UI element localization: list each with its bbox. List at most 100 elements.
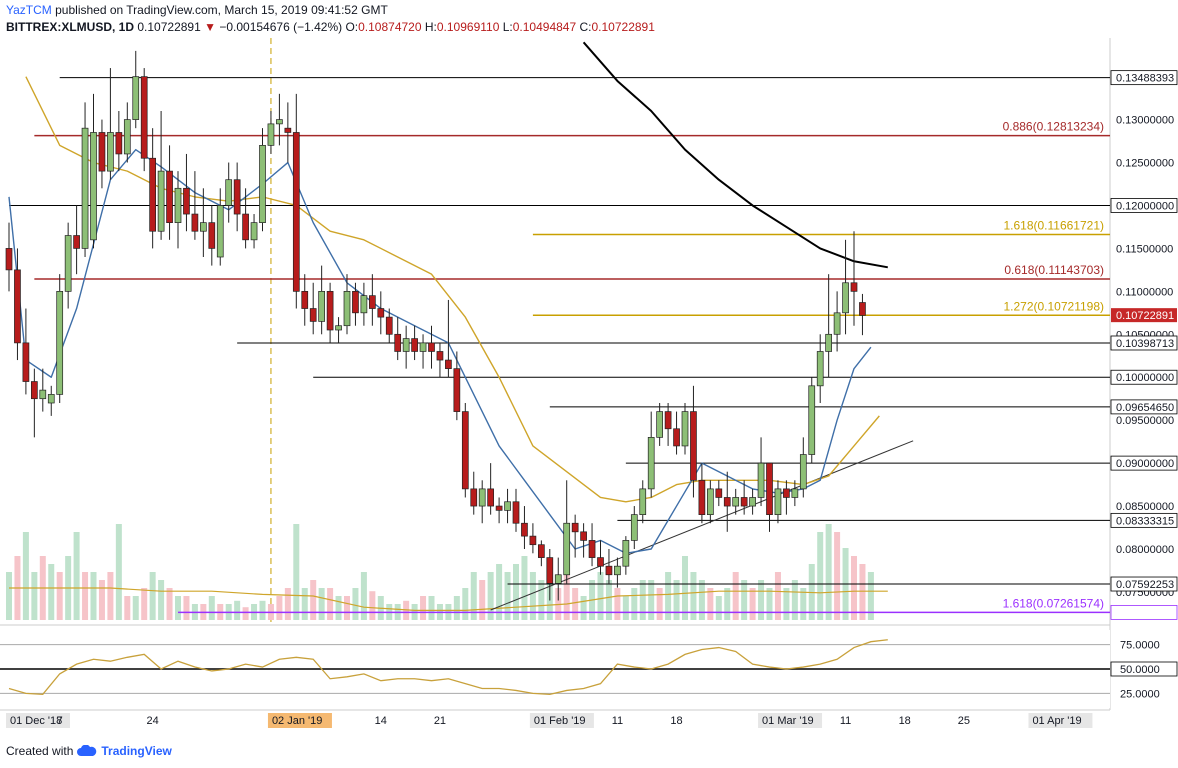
- candle-body: [301, 291, 309, 309]
- volume-bar: [572, 588, 579, 620]
- candle-body: [22, 342, 30, 382]
- candle-body: [461, 411, 469, 490]
- price-tick-label: 0.08000000: [1116, 544, 1174, 556]
- time-axis-label: 25: [958, 715, 970, 727]
- volume-bar: [597, 572, 604, 620]
- volume-bar: [90, 572, 97, 620]
- rsi-level-box: [1110, 661, 1178, 677]
- candle-body: [81, 127, 89, 249]
- candle-body: [825, 333, 833, 352]
- candle-body: [799, 454, 807, 490]
- candle-body: [191, 213, 199, 232]
- tradingview-brand[interactable]: TradingView: [101, 744, 172, 758]
- candle-body: [842, 282, 849, 314]
- volume-bar: [31, 572, 38, 620]
- time-axis-label: 01 Apr '19: [1032, 715, 1081, 727]
- candle-body: [470, 488, 478, 507]
- volume-bar: [851, 556, 857, 620]
- candle-body: [360, 295, 368, 314]
- volume-bar: [327, 588, 334, 620]
- level-price-label: 0.09000000: [1116, 458, 1174, 470]
- last-price: 0.10722891: [137, 20, 201, 34]
- candle-body: [242, 213, 249, 241]
- candle-body: [335, 325, 342, 331]
- volume-bar: [141, 588, 148, 620]
- volume-bar: [470, 572, 477, 620]
- volume-bar: [513, 564, 519, 620]
- fib-level-label: 0.618(0.11143703): [1004, 263, 1104, 277]
- candle-body: [546, 557, 554, 584]
- candle-body: [588, 540, 596, 558]
- level-price-label: 0.10000000: [1116, 372, 1174, 384]
- volume-bar: [420, 596, 427, 620]
- time-axis-label: 01 Mar '19: [762, 715, 814, 727]
- volume-bar: [487, 572, 494, 620]
- candle-body: [816, 351, 824, 387]
- down-arrow-icon: ▼: [204, 20, 216, 34]
- candle-body: [318, 291, 325, 322]
- time-label-box: [1028, 713, 1093, 728]
- volume-bar: [479, 580, 486, 620]
- candle-body: [512, 501, 520, 524]
- level-price-box: [1110, 70, 1178, 86]
- ema-blue-line: [8, 148, 872, 554]
- candle-body: [580, 531, 587, 541]
- candle-body: [757, 462, 765, 498]
- published-text: published on TradingView.com, March 15, …: [55, 3, 388, 17]
- tradingview-logo-icon: [77, 745, 97, 756]
- candle-body: [149, 157, 156, 232]
- volume-bar: [538, 580, 545, 620]
- level-price-label: 0.12000000: [1116, 200, 1174, 212]
- candle-body: [31, 381, 38, 400]
- volume-bar: [56, 572, 63, 620]
- volume-bar: [682, 556, 688, 620]
- time-axis-label: 01 Dec '18: [10, 715, 62, 727]
- candle-body: [487, 488, 494, 507]
- candle-body: [259, 145, 266, 223]
- candle-body: [369, 295, 376, 309]
- candle-body: [808, 385, 816, 455]
- volume-bar: [614, 588, 621, 620]
- volume-bar: [82, 572, 89, 620]
- volume-bar: [715, 596, 722, 620]
- candle-body: [529, 535, 537, 546]
- candle-body: [225, 179, 233, 206]
- volume-bar: [149, 572, 156, 620]
- price-tick-label: 0.11500000: [1116, 243, 1173, 255]
- time-label-box: [758, 713, 823, 728]
- candle-body: [132, 76, 140, 120]
- candle-body: [284, 127, 292, 133]
- candle-body: [766, 462, 773, 515]
- rsi-line: [8, 639, 888, 696]
- candle-body: [343, 291, 351, 327]
- candle-body: [233, 179, 241, 215]
- time-axis-label: 02 Jan '19: [272, 715, 322, 727]
- volume-bar: [648, 580, 655, 620]
- fib-level-label: 0.886(0.12813234): [1003, 120, 1104, 134]
- volume-bar: [284, 588, 291, 620]
- volume-bar: [352, 588, 359, 620]
- close-value: 0.10722891: [591, 20, 655, 34]
- candle-body: [715, 488, 723, 498]
- volume-bar: [504, 572, 511, 620]
- candle-body: [504, 501, 511, 511]
- time-axis-label: 11: [840, 715, 851, 727]
- candle-body: [833, 312, 841, 335]
- candle-body: [571, 522, 579, 533]
- rsi-level-label: 50.0000: [1120, 664, 1160, 676]
- time-axis-label: 14: [375, 715, 387, 727]
- volume-bar: [107, 572, 114, 620]
- fib-price-box: [1110, 605, 1178, 620]
- candle-body: [385, 316, 393, 335]
- volume-bar: [825, 524, 832, 620]
- volume-bar: [293, 524, 300, 620]
- time-label-box: [6, 713, 70, 728]
- price-tick-label: 0.13000000: [1116, 115, 1174, 127]
- candle-body: [850, 282, 858, 292]
- author-link[interactable]: YazTCM: [6, 3, 52, 17]
- volume-bar: [834, 532, 841, 620]
- volume-bar: [276, 596, 283, 620]
- time-label-box: [529, 713, 594, 728]
- candle-body: [394, 333, 402, 352]
